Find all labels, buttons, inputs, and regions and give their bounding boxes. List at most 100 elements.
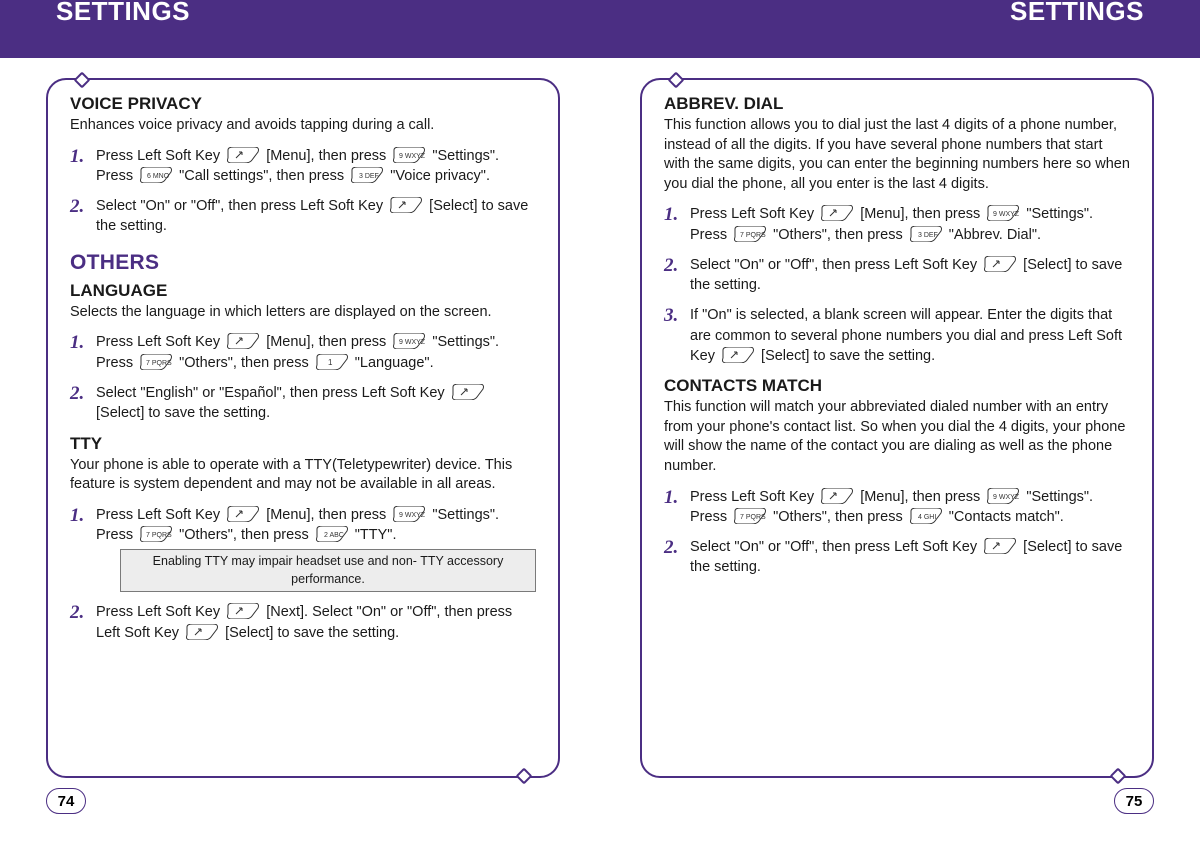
step-text: "TTY". <box>355 527 397 543</box>
voice-privacy-steps: Press Left Soft Key [Menu], then press 9… <box>70 146 536 237</box>
step-text: "Others", then press <box>179 527 313 543</box>
step: Select "On" or "Off", then press Left So… <box>664 537 1130 578</box>
page-number-left: 74 <box>46 788 86 814</box>
softkey-icon <box>226 506 260 522</box>
step-text: [Menu], then press <box>860 489 984 505</box>
step-text: [Menu], then press <box>266 334 390 350</box>
svg-text:3 DEF: 3 DEF <box>918 232 938 239</box>
step-text: Press Left Soft Key <box>96 334 224 350</box>
language-steps: Press Left Soft Key [Menu], then press 9… <box>70 332 536 423</box>
step-text: Select "On" or "Off", then press Left So… <box>690 257 981 273</box>
voice-privacy-title: VOICE PRIVACY <box>70 94 536 114</box>
step-text: Select "On" or "Off", then press Left So… <box>96 198 387 214</box>
softkey-icon <box>185 624 219 640</box>
header-band: SETTINGS SETTINGS <box>0 0 1200 58</box>
tty-note: Enabling TTY may impair headset use and … <box>120 549 536 592</box>
step: Select "On" or "Off", then press Left So… <box>664 255 1130 296</box>
step-text: "Voice privacy". <box>390 168 490 184</box>
step-text: "Others", then press <box>773 509 907 525</box>
key-9-icon: 9 WXYZ <box>986 205 1020 221</box>
step-text: [Select] to save the setting. <box>761 348 935 364</box>
step-text: "Call settings", then press <box>179 168 348 184</box>
step-text: [Menu], then press <box>860 206 984 222</box>
key-7-icon: 7 PQRS <box>733 508 767 524</box>
softkey-icon <box>451 384 485 400</box>
softkey-icon <box>389 197 423 213</box>
step: Press Left Soft Key [Menu], then press 9… <box>70 332 536 373</box>
others-heading: OTHERS <box>70 251 536 275</box>
softkey-icon <box>983 538 1017 554</box>
contacts-steps: Press Left Soft Key [Menu], then press 9… <box>664 487 1130 578</box>
key-7-icon: 7 PQRS <box>139 354 173 370</box>
step: Select "On" or "Off", then press Left So… <box>70 196 536 237</box>
svg-text:7 PQRS: 7 PQRS <box>146 532 172 539</box>
key-2-icon: 2 ABC <box>315 526 349 542</box>
step-text: Press Left Soft Key <box>96 148 224 164</box>
svg-text:9 WXYZ: 9 WXYZ <box>399 339 426 346</box>
key-7-icon: 7 PQRS <box>733 226 767 242</box>
step-text: "Abbrev. Dial". <box>949 227 1041 243</box>
softkey-icon <box>226 603 260 619</box>
step: If "On" is selected, a blank screen will… <box>664 305 1130 366</box>
step-text: Press Left Soft Key <box>690 489 818 505</box>
step: Press Left Soft Key [Menu], then press 9… <box>70 146 536 187</box>
key-4-icon: 4 GHI <box>909 508 943 524</box>
svg-text:9 WXYZ: 9 WXYZ <box>993 211 1020 218</box>
step-text: [Select] to save the setting. <box>96 405 270 421</box>
step-text: [Menu], then press <box>266 507 390 523</box>
tty-desc: Your phone is able to operate with a TTY… <box>70 456 536 495</box>
key-3-icon: 3 DEF <box>350 167 384 183</box>
svg-text:9 WXYZ: 9 WXYZ <box>399 153 426 160</box>
header-title-left: SETTINGS <box>56 0 190 27</box>
page-left: VOICE PRIVACY Enhances voice privacy and… <box>46 78 560 778</box>
key-3-icon: 3 DEF <box>909 226 943 242</box>
step-text: Press Left Soft Key <box>96 507 224 523</box>
step-text: "Language". <box>355 355 434 371</box>
page-right: ABBREV. DIAL This function allows you to… <box>640 78 1154 778</box>
svg-text:3 DEF: 3 DEF <box>359 173 379 180</box>
abbrev-title: ABBREV. DIAL <box>664 94 1130 114</box>
contacts-title: CONTACTS MATCH <box>664 376 1130 396</box>
key-1-icon: 1 <box>315 354 349 370</box>
softkey-icon <box>983 256 1017 272</box>
key-9-icon: 9 WXYZ <box>986 488 1020 504</box>
softkey-icon <box>820 205 854 221</box>
step: Press Left Soft Key [Next]. Select "On" … <box>70 602 536 643</box>
svg-text:7 PQRS: 7 PQRS <box>146 360 172 367</box>
svg-text:2 ABC: 2 ABC <box>324 532 344 539</box>
tty-title: TTY <box>70 434 536 454</box>
svg-text:1: 1 <box>328 358 333 367</box>
key-9-icon: 9 WXYZ <box>392 506 426 522</box>
contacts-desc: This function will match your abbreviate… <box>664 398 1130 476</box>
language-title: LANGUAGE <box>70 281 536 301</box>
step: Press Left Soft Key [Menu], then press 9… <box>70 505 536 593</box>
softkey-icon <box>721 347 755 363</box>
tty-steps: Press Left Soft Key [Menu], then press 9… <box>70 505 536 643</box>
abbrev-steps: Press Left Soft Key [Menu], then press 9… <box>664 204 1130 366</box>
step-text: [Select] to save the setting. <box>225 625 399 641</box>
key-7-icon: 7 PQRS <box>139 526 173 542</box>
step-text: Select "On" or "Off", then press Left So… <box>690 539 981 555</box>
voice-privacy-desc: Enhances voice privacy and avoids tappin… <box>70 116 536 136</box>
header-title-right: SETTINGS <box>1010 0 1144 27</box>
step: Press Left Soft Key [Menu], then press 9… <box>664 487 1130 528</box>
svg-text:6 MNO: 6 MNO <box>147 173 170 180</box>
key-9-icon: 9 WXYZ <box>392 333 426 349</box>
page-spread: VOICE PRIVACY Enhances voice privacy and… <box>0 58 1200 778</box>
softkey-icon <box>226 147 260 163</box>
step: Select "English" or "Español", then pres… <box>70 383 536 424</box>
step-text: [Menu], then press <box>266 148 390 164</box>
step: Press Left Soft Key [Menu], then press 9… <box>664 204 1130 245</box>
language-desc: Selects the language in which letters ar… <box>70 303 536 323</box>
footer: 74 75 <box>0 778 1200 814</box>
step-text: "Others", then press <box>773 227 907 243</box>
step-text: Select "English" or "Español", then pres… <box>96 385 449 401</box>
page-number-right: 75 <box>1114 788 1154 814</box>
svg-text:4 GHI: 4 GHI <box>918 514 936 521</box>
svg-text:9 WXYZ: 9 WXYZ <box>399 512 426 519</box>
softkey-icon <box>226 333 260 349</box>
key-9-icon: 9 WXYZ <box>392 147 426 163</box>
softkey-icon <box>820 488 854 504</box>
abbrev-desc: This function allows you to dial just th… <box>664 116 1130 194</box>
svg-text:9 WXYZ: 9 WXYZ <box>993 494 1020 501</box>
